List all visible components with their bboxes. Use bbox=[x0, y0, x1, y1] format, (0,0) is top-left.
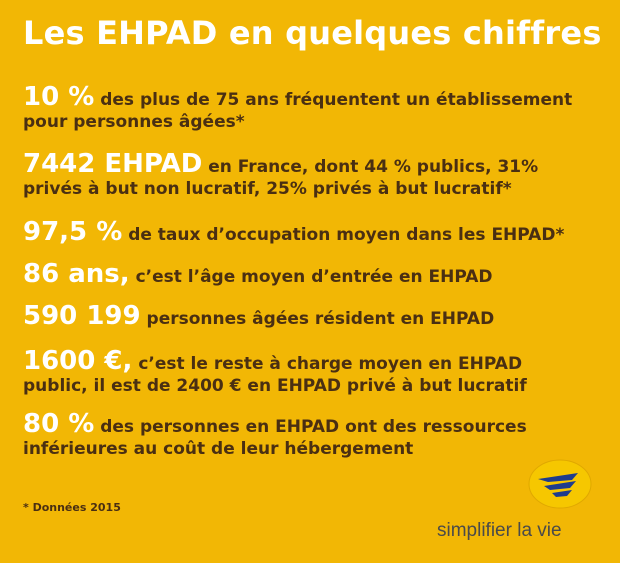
fact-text-continued: public, il est de 2400 € en EHPAD privé … bbox=[23, 376, 527, 396]
la-poste-logo-icon bbox=[528, 459, 592, 509]
fact-item: 590 199 personnes âgées résident en EHPA… bbox=[23, 301, 608, 331]
footnote: * Données 2015 bbox=[23, 501, 121, 514]
fact-text: en France, dont 44 % publics, 31% bbox=[208, 157, 539, 177]
fact-item: 97,5 % de taux d’occupation moyen dans l… bbox=[23, 217, 608, 247]
fact-text: de taux d’occupation moyen dans les EHPA… bbox=[128, 225, 565, 245]
fact-text: c’est l’âge moyen d’entrée en EHPAD bbox=[135, 267, 493, 287]
fact-value: 80 % bbox=[23, 409, 95, 439]
fact-value: 7442 EHPAD bbox=[23, 149, 203, 179]
fact-text-continued: privés à but non lucratif, 25% privés à … bbox=[23, 179, 512, 199]
fact-value: 97,5 % bbox=[23, 217, 123, 247]
fact-value: 590 199 bbox=[23, 301, 141, 331]
fact-line: 1600 €, c’est le reste à charge moyen en… bbox=[23, 346, 608, 376]
fact-text: c’est le reste à charge moyen en EHPAD bbox=[138, 354, 523, 374]
fact-value: 86 ans, bbox=[23, 259, 130, 289]
fact-text: personnes âgées résident en EHPAD bbox=[146, 309, 495, 329]
page-title: Les EHPAD en quelques chiffres bbox=[23, 14, 602, 52]
slogan: simplifier la vie bbox=[437, 520, 562, 541]
fact-item: 10 % des plus de 75 ans fréquentent un é… bbox=[23, 82, 608, 132]
fact-item: 80 % des personnes en EHPAD ont des ress… bbox=[23, 409, 608, 459]
fact-text-continued: pour personnes âgées* bbox=[23, 112, 245, 132]
fact-value: 1600 €, bbox=[23, 346, 133, 376]
fact-text-continued: inférieures au coût de leur hébergement bbox=[23, 439, 414, 459]
fact-text: des personnes en EHPAD ont des ressource… bbox=[100, 417, 527, 437]
fact-item: 7442 EHPAD en France, dont 44 % publics,… bbox=[23, 149, 608, 199]
fact-item: 1600 €, c’est le reste à charge moyen en… bbox=[23, 346, 608, 396]
fact-line: 7442 EHPAD en France, dont 44 % publics,… bbox=[23, 149, 608, 179]
fact-text: des plus de 75 ans fréquentent un établi… bbox=[100, 90, 573, 110]
fact-line: 10 % des plus de 75 ans fréquentent un é… bbox=[23, 82, 608, 112]
fact-line: 86 ans, c’est l’âge moyen d’entrée en EH… bbox=[23, 259, 608, 289]
fact-line: 80 % des personnes en EHPAD ont des ress… bbox=[23, 409, 608, 439]
fact-line: 97,5 % de taux d’occupation moyen dans l… bbox=[23, 217, 608, 247]
fact-item: 86 ans, c’est l’âge moyen d’entrée en EH… bbox=[23, 259, 608, 289]
fact-line: 590 199 personnes âgées résident en EHPA… bbox=[23, 301, 608, 331]
fact-value: 10 % bbox=[23, 82, 95, 112]
